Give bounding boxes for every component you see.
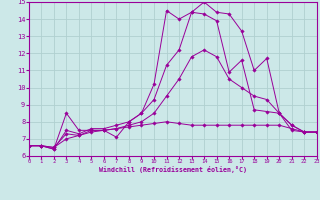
X-axis label: Windchill (Refroidissement éolien,°C): Windchill (Refroidissement éolien,°C): [99, 166, 247, 173]
